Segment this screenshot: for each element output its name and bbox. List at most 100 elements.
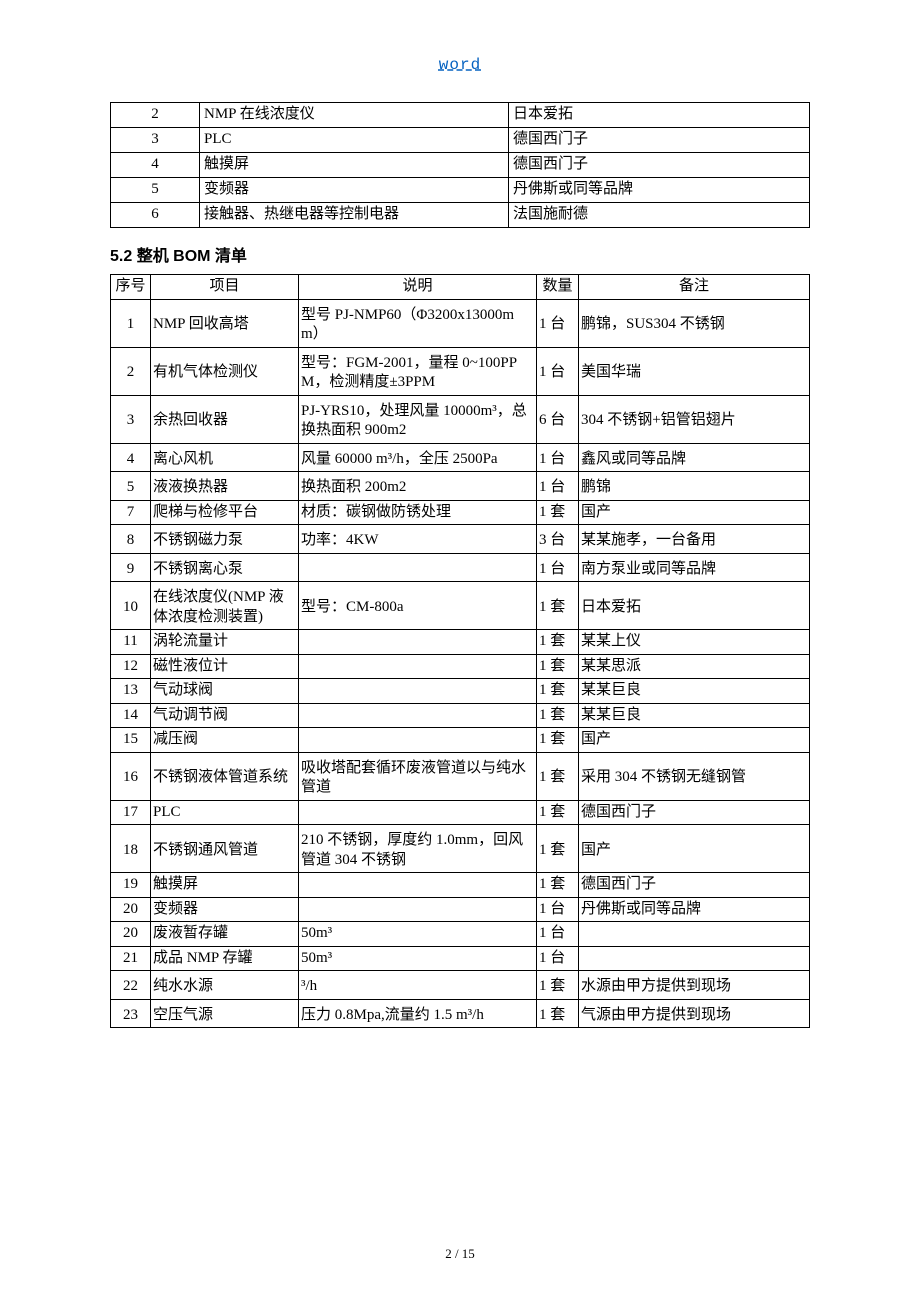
bom-item: NMP 回收高塔 <box>151 299 299 347</box>
bom-no: 9 <box>111 553 151 582</box>
bom-row: 7爬梯与检修平台材质：碳钢做防锈处理1 套国产 <box>111 500 810 525</box>
bom-table: 序号 项目 说明 数量 备注 1NMP 回收高塔型号 PJ-NMP60（Φ320… <box>110 274 810 1028</box>
brand-no: 2 <box>111 103 200 128</box>
bom-row: 11涡轮流量计 1 套某某上仪 <box>111 630 810 655</box>
bom-desc <box>299 679 537 704</box>
bom-no: 20 <box>111 922 151 947</box>
bom-desc <box>299 553 537 582</box>
bom-row: 10在线浓度仪(NMP 液体浓度检测装置)型号：CM-800a1 套日本爱拓 <box>111 582 810 630</box>
bom-item: 变频器 <box>151 897 299 922</box>
bom-desc: ³/h <box>299 971 537 1000</box>
bom-no: 4 <box>111 443 151 472</box>
bom-qty: 1 套 <box>537 971 579 1000</box>
bom-qty: 1 台 <box>537 922 579 947</box>
bom-row: 19触摸屏1 套德国西门子 <box>111 873 810 898</box>
bom-rem: 某某上仪 <box>579 630 810 655</box>
bom-h-no: 序号 <box>111 275 151 300</box>
bom-rem: 丹佛斯或同等品牌 <box>579 897 810 922</box>
bom-no: 11 <box>111 630 151 655</box>
brand-name: PLC <box>200 128 509 153</box>
brand-name: 触摸屏 <box>200 153 509 178</box>
brand-no: 4 <box>111 153 200 178</box>
bom-rem: 某某施孝，一台备用 <box>579 525 810 554</box>
bom-item: 液液换热器 <box>151 472 299 501</box>
bom-qty: 3 台 <box>537 525 579 554</box>
bom-qty: 1 台 <box>537 347 579 395</box>
bom-row: 15减压阀1 套国产 <box>111 728 810 753</box>
bom-qty: 1 台 <box>537 946 579 971</box>
bom-item: 不锈钢磁力泵 <box>151 525 299 554</box>
bom-qty: 1 套 <box>537 873 579 898</box>
bom-rem: 日本爱拓 <box>579 582 810 630</box>
bom-desc: 吸收塔配套循环废液管道以与纯水管道 <box>299 752 537 800</box>
bom-qty: 1 套 <box>537 630 579 655</box>
bom-h-desc: 说明 <box>299 275 537 300</box>
bom-no: 2 <box>111 347 151 395</box>
bom-row: 22纯水水源³/h1 套水源由甲方提供到现场 <box>111 971 810 1000</box>
bom-desc <box>299 654 537 679</box>
bom-no: 14 <box>111 703 151 728</box>
brand-row: 4触摸屏德国西门子 <box>111 153 810 178</box>
bom-item: 气动球阀 <box>151 679 299 704</box>
bom-item: 气动调节阀 <box>151 703 299 728</box>
bom-row: 21成品 NMP 存罐50m³1 台 <box>111 946 810 971</box>
bom-item: 有机气体检测仪 <box>151 347 299 395</box>
bom-item: 成品 NMP 存罐 <box>151 946 299 971</box>
bom-no: 18 <box>111 825 151 873</box>
bom-item: 离心风机 <box>151 443 299 472</box>
bom-item: 废液暂存罐 <box>151 922 299 947</box>
bom-row: 16不锈钢液体管道系统吸收塔配套循环废液管道以与纯水管道1 套采用 304 不锈… <box>111 752 810 800</box>
bom-row: 4离心风机风量 60000 m³/h，全压 2500Pa1 台鑫风或同等品牌 <box>111 443 810 472</box>
bom-desc: 210 不锈钢，厚度约 1.0mm，回风管道 304 不锈钢 <box>299 825 537 873</box>
bom-desc <box>299 800 537 825</box>
header-word: word <box>110 56 810 74</box>
bom-qty: 1 台 <box>537 299 579 347</box>
bom-item: 在线浓度仪(NMP 液体浓度检测装置) <box>151 582 299 630</box>
bom-qty: 1 台 <box>537 472 579 501</box>
brand-row: 3PLC德国西门子 <box>111 128 810 153</box>
bom-desc: 材质：碳钢做防锈处理 <box>299 500 537 525</box>
bom-h-rem: 备注 <box>579 275 810 300</box>
brand-row: 2NMP 在线浓度仪日本爱拓 <box>111 103 810 128</box>
brand-brand: 法国施耐德 <box>509 203 810 228</box>
bom-item: PLC <box>151 800 299 825</box>
bom-qty: 1 套 <box>537 728 579 753</box>
brand-no: 6 <box>111 203 200 228</box>
bom-rem: 鹏锦，SUS304 不锈钢 <box>579 299 810 347</box>
bom-row: 8不锈钢磁力泵功率：4KW3 台某某施孝，一台备用 <box>111 525 810 554</box>
section-5-2-title: 5.2 整机 BOM 清单 <box>110 242 810 266</box>
bom-rem: 304 不锈钢+铝管铝翅片 <box>579 395 810 443</box>
bom-item: 不锈钢液体管道系统 <box>151 752 299 800</box>
bom-desc <box>299 873 537 898</box>
bom-qty: 1 套 <box>537 500 579 525</box>
bom-row: 2有机气体检测仪型号：FGM-2001，量程 0~100PPM，检测精度±3PP… <box>111 347 810 395</box>
bom-rem: 水源由甲方提供到现场 <box>579 971 810 1000</box>
bom-desc: 风量 60000 m³/h，全压 2500Pa <box>299 443 537 472</box>
bom-desc: 型号：CM-800a <box>299 582 537 630</box>
bom-rem: 美国华瑞 <box>579 347 810 395</box>
bom-row: 18不锈钢通风管道210 不锈钢，厚度约 1.0mm，回风管道 304 不锈钢1… <box>111 825 810 873</box>
page-footer: 2 / 15 <box>110 1246 810 1262</box>
bom-row: 12磁性液位计1 套某某思派 <box>111 654 810 679</box>
bom-rem: 鹏锦 <box>579 472 810 501</box>
bom-no: 21 <box>111 946 151 971</box>
bom-row: 13气动球阀1 套某某巨良 <box>111 679 810 704</box>
bom-desc <box>299 897 537 922</box>
brand-no: 5 <box>111 178 200 203</box>
bom-rem: 德国西门子 <box>579 800 810 825</box>
bom-no: 13 <box>111 679 151 704</box>
bom-item: 涡轮流量计 <box>151 630 299 655</box>
bom-row: 9不锈钢离心泵1 台南方泵业或同等品牌 <box>111 553 810 582</box>
bom-desc: 50m³ <box>299 946 537 971</box>
bom-item: 余热回收器 <box>151 395 299 443</box>
bom-row: 20变频器1 台丹佛斯或同等品牌 <box>111 897 810 922</box>
bom-desc <box>299 728 537 753</box>
bom-no: 15 <box>111 728 151 753</box>
bom-row: 3余热回收器PJ-YRS10，处理风量 10000m³，总换热面积 900m26… <box>111 395 810 443</box>
bom-desc <box>299 703 537 728</box>
bom-desc <box>299 630 537 655</box>
bom-no: 5 <box>111 472 151 501</box>
bom-qty: 1 套 <box>537 679 579 704</box>
bom-row: 20废液暂存罐50m³1 台 <box>111 922 810 947</box>
bom-item: 空压气源 <box>151 999 299 1028</box>
